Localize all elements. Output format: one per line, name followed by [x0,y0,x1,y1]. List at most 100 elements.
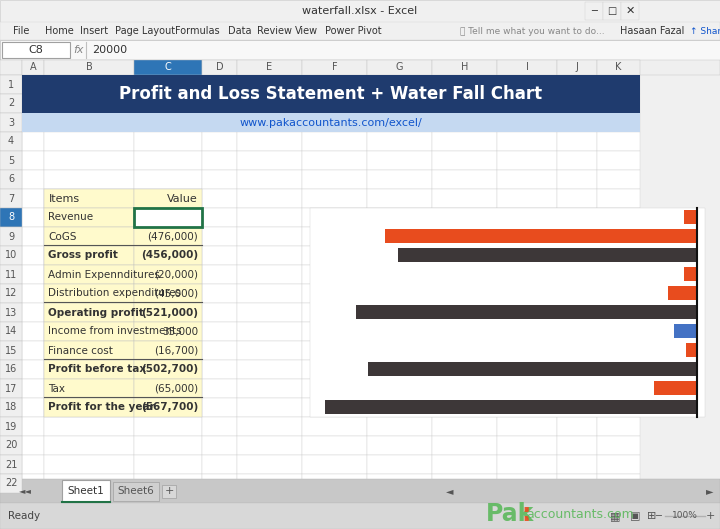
Text: Income from investments: Income from investments [48,326,181,336]
Bar [597,265,640,284]
Bar [367,284,432,303]
Bar [367,322,432,341]
Bar [44,265,134,284]
Bar [302,60,367,75]
Bar [432,132,497,151]
Bar [432,303,497,322]
Text: (456,000): (456,000) [141,251,198,260]
Bar [302,417,367,436]
Bar [432,341,497,360]
Bar [22,151,44,170]
Text: 2: 2 [8,98,14,108]
Bar [44,455,134,474]
Bar [44,303,134,322]
Bar [22,246,44,265]
Text: I: I [526,62,528,72]
Text: ►: ► [706,486,714,496]
Bar [367,246,432,265]
Bar [237,303,302,322]
Bar [134,284,202,303]
Bar [0,0,720,22]
Bar [237,208,302,227]
Text: ↑ Share: ↑ Share [690,26,720,35]
Bar [385,229,697,243]
Text: Profit before tax: Profit before tax [48,364,146,375]
Bar [162,485,176,498]
Text: (45,000): (45,000) [154,288,198,298]
Bar [0,208,22,227]
Bar [597,436,640,455]
Bar [302,227,367,246]
Bar [0,75,22,94]
Bar [684,210,697,224]
Bar [44,113,134,132]
Bar [44,132,134,151]
Bar [22,265,44,284]
Bar [44,474,134,493]
Bar [0,189,22,208]
Bar [432,322,497,341]
Text: D: D [216,62,223,72]
Bar [557,151,597,170]
Bar [237,417,302,436]
Text: 3: 3 [8,117,14,127]
Bar [367,151,432,170]
Bar [202,113,237,132]
Bar [497,151,557,170]
Bar [302,474,367,493]
Text: Power Pivot: Power Pivot [325,26,382,36]
Bar [134,227,202,246]
Bar [557,436,597,455]
Text: F: F [332,62,337,72]
Bar [497,455,557,474]
Bar [0,60,22,75]
Text: (20,000): (20,000) [154,269,198,279]
Bar [202,94,237,113]
Bar [22,398,44,417]
Bar [667,286,697,300]
Bar [22,417,44,436]
Text: Hasaan Fazal: Hasaan Fazal [620,26,685,36]
Text: A: A [30,62,36,72]
Bar [597,113,640,132]
Bar [44,398,134,417]
Bar [202,379,237,398]
Text: H: H [461,62,468,72]
Bar [22,303,44,322]
Bar [367,303,432,322]
Text: 16: 16 [5,364,17,375]
Bar [497,436,557,455]
Bar [134,398,202,417]
Bar [302,360,367,379]
Bar [44,322,134,341]
Bar [202,170,237,189]
Bar [367,417,432,436]
Bar [22,436,44,455]
Bar [557,189,597,208]
Bar [22,227,44,246]
Text: 11: 11 [5,269,17,279]
Bar [22,189,44,208]
Bar [432,398,497,417]
Bar [134,303,202,322]
Text: ─: ─ [591,6,597,16]
Bar [0,113,22,132]
Bar [432,455,497,474]
Bar [597,303,640,322]
Bar [134,265,202,284]
Bar [0,479,720,503]
Bar [686,343,697,357]
Text: ◄◄: ◄◄ [19,487,32,496]
Text: 15: 15 [5,345,17,355]
Bar [597,284,640,303]
Bar [134,246,202,265]
Bar [134,303,202,322]
Bar [134,60,202,75]
Bar [22,474,44,493]
Bar [0,170,22,189]
Bar [44,208,134,227]
Bar [202,341,237,360]
Bar [557,284,597,303]
Text: Operating profit: Operating profit [48,307,144,317]
Bar [134,208,202,227]
